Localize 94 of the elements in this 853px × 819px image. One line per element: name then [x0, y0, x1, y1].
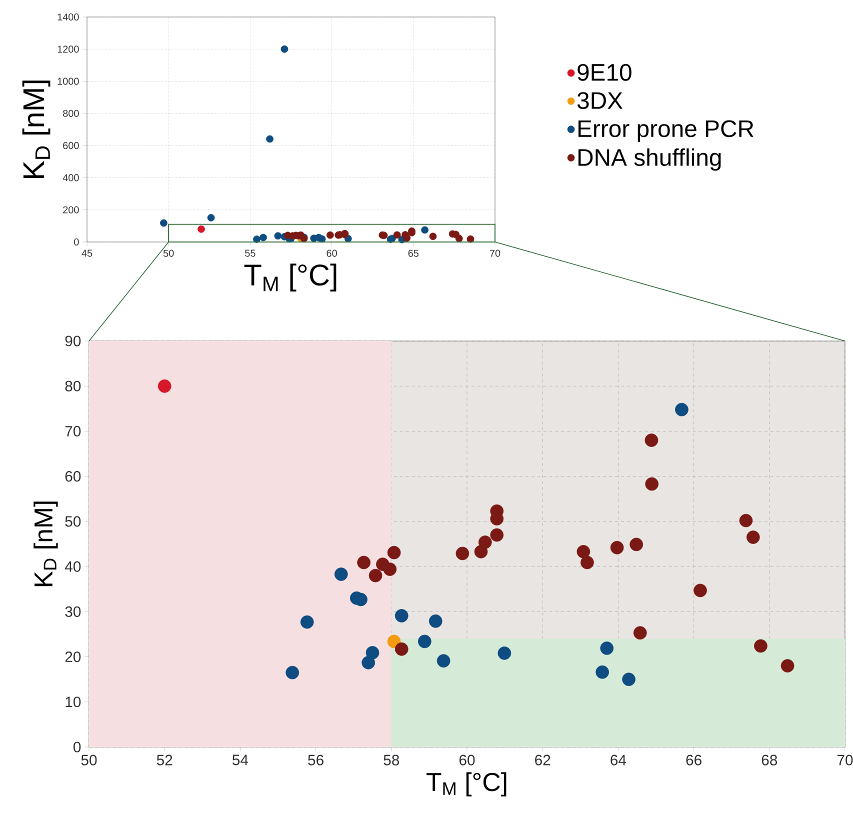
point: [600, 642, 614, 655]
point: [576, 544, 590, 558]
y-tick-label: 200: [63, 206, 79, 214]
x-axis-title: T$_{M}$ [°C]: [426, 772, 506, 796]
point: [318, 235, 326, 243]
x-axis-title: T$_{M}$ [°C]: [244, 264, 336, 292]
point: [622, 672, 636, 686]
point: [675, 402, 688, 416]
point: [428, 614, 442, 628]
y-tick-label: 70: [65, 426, 81, 437]
point: [394, 609, 408, 622]
x-tick-label: 56: [308, 754, 324, 766]
y-tick-label: 30: [65, 606, 81, 617]
y-tick-label: 600: [63, 142, 79, 150]
point: [198, 225, 205, 233]
x-tick-label: 50: [163, 250, 174, 257]
x-tick-label: 68: [762, 754, 778, 766]
point: [739, 514, 753, 528]
point: [394, 642, 408, 656]
y-tick-label: 0: [74, 238, 79, 246]
x-tick-label: 60: [459, 754, 475, 766]
point: [334, 568, 348, 581]
point: [630, 538, 644, 552]
point: [383, 562, 397, 576]
x-tick-label: 70: [837, 754, 853, 766]
point: [436, 654, 450, 668]
y-tick-label: 20: [65, 651, 81, 662]
point: [456, 546, 470, 560]
point: [498, 646, 512, 660]
point: [326, 231, 334, 239]
point: [418, 634, 432, 648]
y-tick-label: 1200: [58, 46, 79, 53]
point: [429, 232, 437, 240]
y-axis-title: K$_{D}$ [nM]: [22, 80, 50, 178]
y-tick-label: 90: [65, 336, 81, 346]
y-tick-label: 40: [64, 561, 81, 572]
point: [754, 639, 768, 653]
x-tick-label: 58: [384, 754, 400, 766]
point: [368, 568, 382, 582]
y-tick-label: 400: [62, 174, 79, 182]
point: [158, 379, 172, 393]
x-tick-label: 66: [686, 754, 702, 766]
point: [694, 584, 707, 598]
y-tick-label: 1000: [58, 78, 79, 85]
point: [596, 665, 610, 679]
point: [310, 234, 318, 242]
point: [387, 546, 401, 560]
point: [478, 536, 492, 549]
x-tick-label: 45: [82, 250, 92, 257]
point: [366, 646, 380, 660]
legend-label: DNA shuffling: [578, 148, 721, 171]
legend-label: 9E10: [578, 64, 632, 81]
x-tick-label: 54: [232, 754, 248, 766]
point: [266, 135, 274, 143]
x-tick-label: 55: [245, 250, 256, 257]
y-tick-label: 80: [65, 380, 81, 392]
point: [286, 666, 300, 680]
point: [393, 231, 401, 239]
x-tick-label: 70: [490, 250, 500, 257]
x-tick-label: 62: [535, 754, 550, 766]
point: [780, 659, 794, 672]
point: [645, 477, 659, 491]
x-tick-label: 65: [408, 250, 419, 257]
x-tick-label: 64: [610, 754, 626, 766]
point: [580, 556, 594, 570]
x-tick-label: 50: [81, 754, 97, 766]
legend-label: 3DX: [577, 92, 623, 110]
point: [746, 530, 760, 544]
y-tick-label: 10: [66, 696, 81, 708]
point: [300, 615, 314, 629]
y-tick-label: 800: [63, 110, 79, 117]
point: [466, 235, 474, 243]
point: [403, 234, 411, 242]
point: [280, 45, 288, 53]
y-tick-label: 60: [65, 471, 81, 482]
y-axis-title: K$_{D}$ [nM]: [34, 502, 58, 586]
point: [610, 540, 624, 554]
x-tick-label: 60: [326, 250, 337, 257]
x-tick-label: 52: [156, 754, 172, 766]
legend-label: Error prone PCR: [578, 120, 754, 142]
point: [274, 232, 282, 240]
point: [260, 234, 267, 242]
point: [644, 434, 658, 447]
y-tick-label: 1400: [58, 13, 79, 21]
point: [455, 234, 463, 242]
point: [207, 214, 215, 222]
point: [633, 626, 647, 640]
point: [362, 656, 376, 670]
y-tick-label: 0: [73, 742, 81, 752]
point: [357, 556, 370, 570]
y-tick-label: 50: [65, 516, 81, 527]
point: [421, 226, 429, 234]
point: [160, 219, 168, 227]
point: [490, 528, 504, 542]
